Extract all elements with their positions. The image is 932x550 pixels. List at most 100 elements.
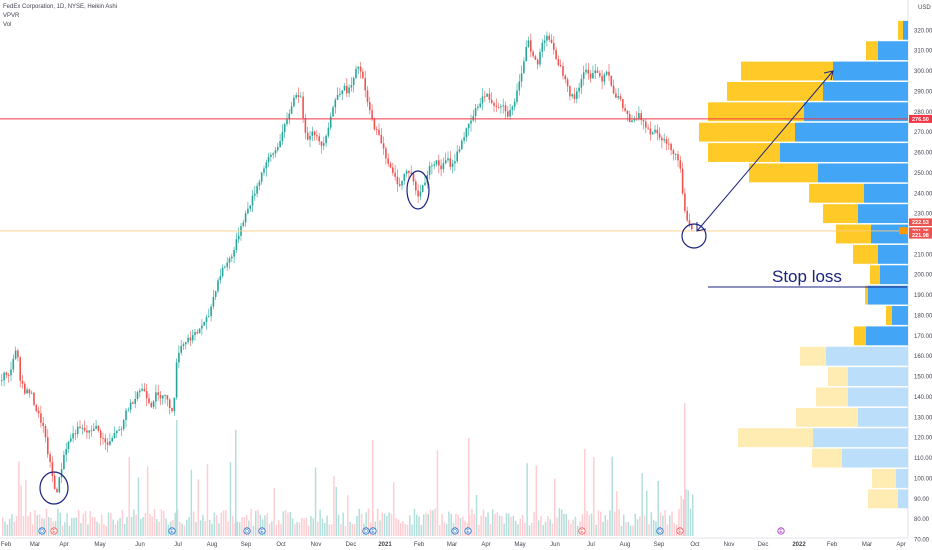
candle-body <box>159 395 162 399</box>
volume-bar <box>643 515 646 536</box>
volume-bar <box>6 524 9 536</box>
candle-body <box>274 150 277 154</box>
volume-bar <box>685 489 687 536</box>
volume-bar <box>544 521 547 536</box>
volume-bar <box>151 516 153 536</box>
volume-bar <box>305 517 308 536</box>
volume-bar <box>586 511 588 536</box>
volume-bar <box>130 517 133 536</box>
candle-body <box>318 136 320 142</box>
candle-body <box>451 163 454 167</box>
candle-body <box>178 352 180 363</box>
volume-bar <box>163 511 165 536</box>
candlesticks <box>1 31 693 494</box>
volume-bar <box>581 514 584 536</box>
volume-bar <box>514 520 517 536</box>
candle-body <box>251 195 254 206</box>
volume-profile <box>699 20 908 509</box>
candle-body <box>297 95 300 98</box>
volume-bar <box>227 521 229 536</box>
candle-body <box>617 96 619 98</box>
indicator-vol-label[interactable]: Vol <box>3 22 12 28</box>
volume-bar <box>427 514 429 536</box>
candle-body <box>366 90 369 103</box>
candle-body <box>132 402 134 404</box>
volume-bar <box>245 514 248 536</box>
volume-bar <box>376 508 379 536</box>
candle-body <box>571 94 573 97</box>
candle-body <box>120 428 123 430</box>
volume-bar <box>526 463 528 536</box>
volume-bar <box>324 522 326 536</box>
candle-body <box>454 161 456 164</box>
candle-body <box>3 372 5 381</box>
volume-bar <box>236 521 239 536</box>
price-tag-bg <box>909 231 932 239</box>
y-tick-label: 210.00 <box>914 252 932 258</box>
volume-bar <box>418 516 420 536</box>
volume-bar <box>137 477 140 536</box>
candle-body <box>470 120 472 124</box>
candle-body <box>53 476 56 489</box>
candle-body <box>534 56 537 60</box>
volume-bar <box>57 508 59 536</box>
candle-body <box>244 213 247 223</box>
profile-bar-sell <box>870 265 880 285</box>
candle-body <box>458 149 461 152</box>
candle-body <box>362 71 364 79</box>
candle-body <box>419 191 422 197</box>
target-arrow <box>696 70 834 232</box>
candle-body <box>601 76 603 82</box>
volume-bar <box>273 487 275 536</box>
profile-bar-sell <box>854 326 866 346</box>
volume-bar <box>549 519 551 536</box>
candle-body <box>415 181 417 191</box>
chart-title: FedEx Corporation, 1D, NYSE, Heikin Ashi <box>3 4 118 10</box>
volume-bar <box>627 522 630 536</box>
volume-bar <box>183 525 186 536</box>
candle-body <box>258 181 261 186</box>
volume-bar <box>66 512 68 536</box>
marker-circle-march <box>39 471 69 505</box>
volume-bar <box>218 523 220 536</box>
candle-body <box>578 87 580 92</box>
volume-bar <box>34 510 36 536</box>
candle-body <box>323 143 325 146</box>
candle-body <box>608 71 610 76</box>
x-tick-label: Mar <box>862 542 872 548</box>
profile-bar-buy <box>804 102 908 122</box>
profile-bar-sell <box>816 387 848 407</box>
candle-body <box>661 137 663 141</box>
candle-body <box>350 85 353 88</box>
time-axis[interactable]: Feb Mar Apr May Jun Jul Aug Sep Oct Nov Dec 2021 Feb… <box>1 542 906 548</box>
candle-body <box>396 176 399 185</box>
candle-body <box>495 105 498 107</box>
candle-body <box>306 132 309 140</box>
indicator-vpvr-label[interactable]: VPVR <box>3 13 20 19</box>
candle-body <box>398 184 401 186</box>
candle-body <box>242 222 245 227</box>
candle-body <box>58 477 61 493</box>
candle-body <box>493 102 495 106</box>
profile-bar-sell <box>868 489 898 509</box>
price-axis[interactable]: 320.00 310.00 300.00 290.00 280.00 270.00 260.… <box>914 28 932 543</box>
volume-bar <box>20 485 22 536</box>
volume-bar <box>597 510 600 536</box>
candle-body <box>346 85 348 94</box>
profile-bar-sell <box>738 428 813 448</box>
y-tick-label: 180.00 <box>914 313 932 319</box>
volume-bar <box>188 517 190 536</box>
profile-bar-buy <box>871 224 908 244</box>
volume-bar <box>356 515 358 536</box>
profile-bar-sell <box>866 41 878 61</box>
profile-bar-sell <box>828 367 848 387</box>
candle-body <box>40 413 42 423</box>
volume-bar <box>241 517 243 536</box>
profile-bar-sell <box>796 407 858 427</box>
candle-body <box>79 426 81 429</box>
candle-body <box>320 141 323 146</box>
volume-bar <box>365 512 367 536</box>
candle-body <box>30 392 33 394</box>
